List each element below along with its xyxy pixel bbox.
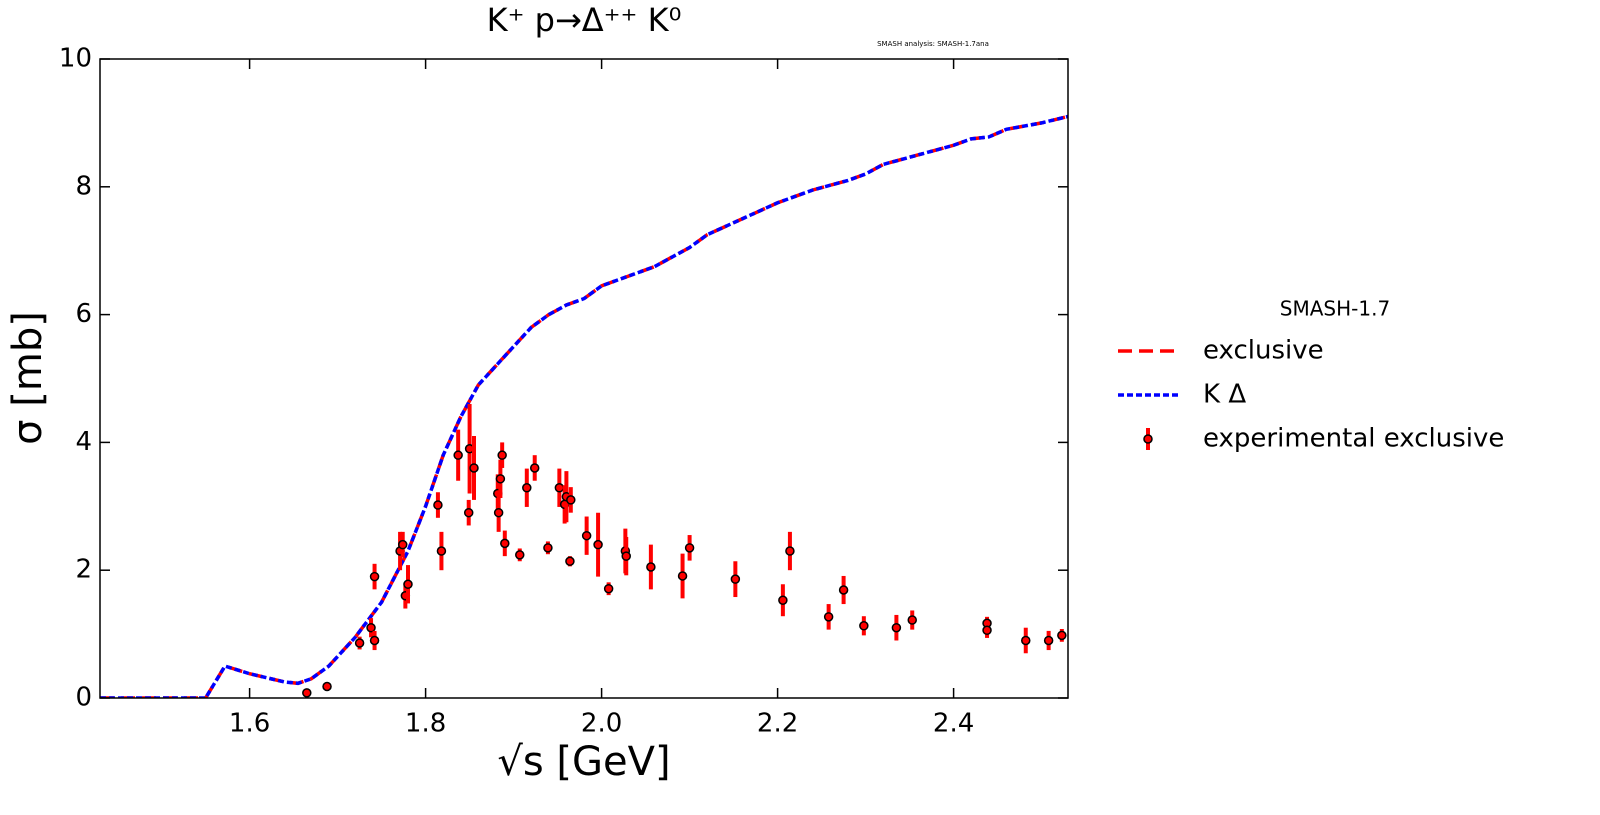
x-axis-label: √s [GeV] — [497, 739, 670, 785]
data-point — [302, 688, 312, 698]
data-point — [493, 507, 504, 518]
data-point — [823, 612, 834, 622]
legend-swatch — [1143, 434, 1153, 444]
data-point — [436, 546, 447, 556]
data-point — [366, 622, 376, 633]
data-point — [581, 530, 592, 541]
data-point — [469, 463, 479, 473]
data-point — [907, 615, 917, 625]
data-point — [403, 579, 413, 590]
y-tick-label: 10 — [59, 44, 92, 74]
data-point — [453, 450, 463, 460]
data-point — [621, 551, 631, 561]
data-point — [543, 543, 553, 553]
y-tick-label: 0 — [75, 683, 92, 713]
data-point — [1021, 635, 1031, 646]
annotation: SMASH analysis: SMASH-1.7ana — [877, 40, 989, 48]
data-point — [369, 571, 380, 582]
data-point — [838, 585, 849, 595]
data-point — [529, 463, 540, 473]
data-point — [497, 450, 507, 460]
y-tick-label: 6 — [75, 299, 92, 329]
data-point — [369, 635, 380, 646]
data-point — [593, 539, 603, 550]
x-tick-label: 1.8 — [405, 709, 446, 739]
data-point — [495, 474, 506, 484]
x-tick-label: 1.6 — [229, 709, 270, 739]
data-point — [554, 483, 565, 493]
data-point — [397, 539, 408, 550]
y-tick-label: 2 — [75, 555, 92, 585]
data-point — [515, 550, 525, 560]
data-point — [859, 621, 869, 631]
data-point — [500, 538, 510, 549]
series-line — [100, 114, 1068, 698]
data-point — [603, 583, 614, 594]
legend-title: SMASH-1.7 — [1280, 297, 1390, 321]
plot-frame — [99, 58, 1069, 699]
data-point — [677, 571, 688, 581]
legend-label: exclusive — [1203, 336, 1324, 366]
data-point — [982, 625, 992, 636]
data-point — [433, 500, 443, 510]
data-point — [463, 507, 474, 518]
x-tick-label: 2.0 — [581, 709, 622, 739]
data-point — [322, 681, 332, 692]
x-tick-label: 2.4 — [933, 709, 974, 739]
data-point — [778, 595, 788, 605]
data-point — [1043, 635, 1054, 646]
data-point — [646, 562, 656, 572]
data-point — [566, 495, 576, 505]
legend-label: K Δ — [1203, 380, 1246, 410]
y-tick-label: 8 — [75, 171, 92, 201]
chart-title: K⁺ p→Δ⁺⁺ K⁰ — [487, 1, 682, 39]
legend-label: experimental exclusive — [1203, 424, 1504, 454]
data-point — [522, 483, 532, 493]
y-axis-label: σ [mb] — [5, 311, 51, 445]
data-point — [565, 556, 575, 567]
data-point — [891, 622, 902, 633]
data-point — [785, 546, 795, 556]
data-point — [684, 543, 695, 553]
series-line — [100, 114, 1068, 698]
data-point — [730, 574, 741, 584]
data-point — [354, 638, 365, 648]
x-tick-label: 2.2 — [757, 709, 798, 739]
data-point — [1057, 630, 1067, 641]
plot-area — [100, 114, 1068, 698]
y-tick-label: 4 — [75, 427, 92, 457]
